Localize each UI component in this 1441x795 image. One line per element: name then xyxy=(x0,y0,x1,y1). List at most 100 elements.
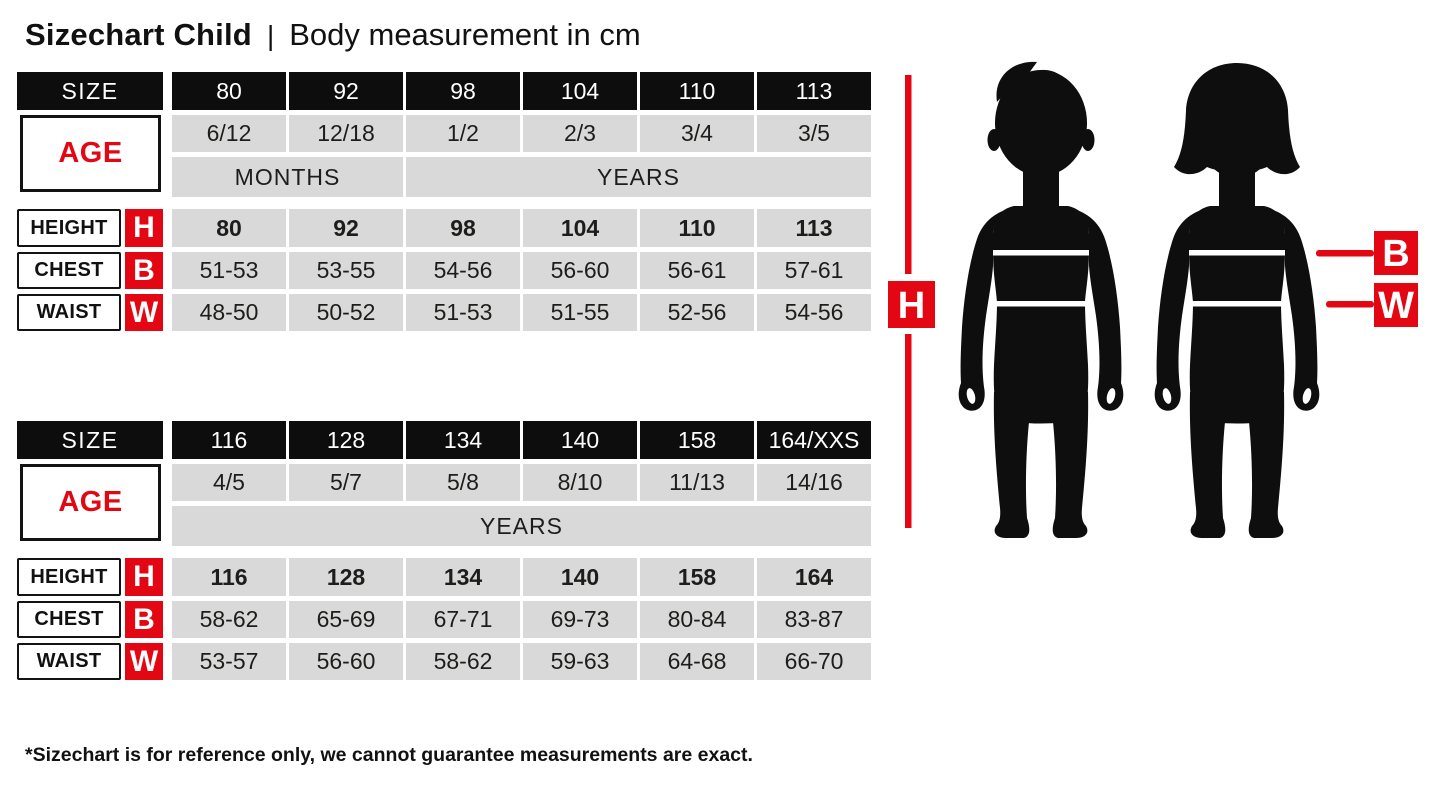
size-table-small: AGE SIZE 80 92 98 104 110 113 6/12 12/18… xyxy=(17,72,871,336)
height-cell: 80 xyxy=(172,209,286,247)
waist-row: WAIST W 48-50 50-52 51-53 51-55 52-56 54… xyxy=(17,294,871,331)
chest-cell: 65-69 xyxy=(289,601,403,638)
height-cell: 140 xyxy=(523,558,637,596)
height-letter-badge: H xyxy=(125,558,163,596)
size-row: SIZE 116 128 134 140 158 164/XXS xyxy=(17,421,871,459)
age-label-box: AGE xyxy=(20,115,161,192)
waist-cell: 52-56 xyxy=(640,294,754,331)
waist-cell: 56-60 xyxy=(289,643,403,680)
size-cell: 164/XXS xyxy=(757,421,871,459)
height-row: HEIGHT H 116 128 134 140 158 164 xyxy=(17,558,871,596)
height-row: HEIGHT H 80 92 98 104 110 113 xyxy=(17,209,871,247)
disclaimer-text: *Sizechart is for reference only, we can… xyxy=(25,744,753,766)
height-marker: H xyxy=(888,75,935,528)
waist-badge xyxy=(1374,283,1418,327)
waist-cell: 51-53 xyxy=(406,294,520,331)
height-label: HEIGHT xyxy=(17,209,121,247)
age-unit-row: YEARS xyxy=(17,506,871,546)
chest-cell: 67-71 xyxy=(406,601,520,638)
waist-cell: 51-55 xyxy=(523,294,637,331)
waist-badge-letter: W xyxy=(1378,285,1414,327)
body-measurement-figure: H B xyxy=(880,60,1441,565)
chest-marker: B xyxy=(1316,231,1418,275)
chest-badge xyxy=(1374,231,1418,275)
girl-silhouette xyxy=(1155,63,1320,538)
waist-label: WAIST xyxy=(17,294,121,331)
chest-label: CHEST xyxy=(17,252,121,289)
age-label-box: AGE xyxy=(20,464,161,541)
age-row: 6/12 12/18 1/2 2/3 3/4 3/5 xyxy=(17,115,871,152)
size-cell: 134 xyxy=(406,421,520,459)
height-cell: 110 xyxy=(640,209,754,247)
age-cell: 5/8 xyxy=(406,464,520,501)
size-cell: 128 xyxy=(289,421,403,459)
height-cell: 98 xyxy=(406,209,520,247)
years-cell: YEARS xyxy=(406,157,871,197)
size-cell: 92 xyxy=(289,72,403,110)
chest-cell: 54-56 xyxy=(406,252,520,289)
chest-letter-badge: B xyxy=(125,601,163,638)
page-title: Sizechart Child | Body measurement in cm xyxy=(25,17,641,53)
waist-cell: 59-63 xyxy=(523,643,637,680)
title-main: Sizechart Child xyxy=(25,17,252,52)
chest-cell: 58-62 xyxy=(172,601,286,638)
size-row: SIZE 80 92 98 104 110 113 xyxy=(17,72,871,110)
chest-cell: 69-73 xyxy=(523,601,637,638)
table-gap xyxy=(17,551,871,553)
chest-cell: 51-53 xyxy=(172,252,286,289)
size-cell: 98 xyxy=(406,72,520,110)
age-cell: 2/3 xyxy=(523,115,637,152)
size-cell: 110 xyxy=(640,72,754,110)
chest-cell: 83-87 xyxy=(757,601,871,638)
waist-marker: W xyxy=(1326,283,1418,327)
age-cell: 14/16 xyxy=(757,464,871,501)
title-subtitle: Body measurement in cm xyxy=(289,17,641,52)
height-badge xyxy=(888,281,935,328)
chest-badge-letter: B xyxy=(1382,233,1409,275)
height-cell: 134 xyxy=(406,558,520,596)
months-cell: MONTHS xyxy=(172,157,403,197)
age-cell: 4/5 xyxy=(172,464,286,501)
height-label: HEIGHT xyxy=(17,558,121,596)
waist-cell: 66-70 xyxy=(757,643,871,680)
age-cell: 6/12 xyxy=(172,115,286,152)
size-cell: 104 xyxy=(523,72,637,110)
height-cell: 128 xyxy=(289,558,403,596)
chest-row: CHEST B 58-62 65-69 67-71 69-73 80-84 83… xyxy=(17,601,871,638)
age-cell: 3/4 xyxy=(640,115,754,152)
height-cell: 113 xyxy=(757,209,871,247)
chest-cell: 80-84 xyxy=(640,601,754,638)
chest-letter-badge: B xyxy=(125,252,163,289)
height-cell: 158 xyxy=(640,558,754,596)
age-cell: 5/7 xyxy=(289,464,403,501)
waist-label: WAIST xyxy=(17,643,121,680)
size-cell: 116 xyxy=(172,421,286,459)
size-label: SIZE xyxy=(17,72,163,110)
age-cell: 12/18 xyxy=(289,115,403,152)
boy-silhouette xyxy=(959,61,1124,538)
table-gap xyxy=(17,202,871,204)
waist-cell: 50-52 xyxy=(289,294,403,331)
age-cell: 11/13 xyxy=(640,464,754,501)
size-cell: 158 xyxy=(640,421,754,459)
age-row: 4/5 5/7 5/8 8/10 11/13 14/16 xyxy=(17,464,871,501)
years-cell: YEARS xyxy=(172,506,871,546)
chest-cell: 56-61 xyxy=(640,252,754,289)
chest-cell: 56-60 xyxy=(523,252,637,289)
size-label: SIZE xyxy=(17,421,163,459)
chest-cell: 57-61 xyxy=(757,252,871,289)
chest-label: CHEST xyxy=(17,601,121,638)
age-unit-row: MONTHS YEARS xyxy=(17,157,871,197)
height-cell: 92 xyxy=(289,209,403,247)
waist-cell: 54-56 xyxy=(757,294,871,331)
waist-cell: 53-57 xyxy=(172,643,286,680)
size-cell: 113 xyxy=(757,72,871,110)
height-cell: 104 xyxy=(523,209,637,247)
waist-letter-badge: W xyxy=(125,294,163,331)
waist-cell: 58-62 xyxy=(406,643,520,680)
size-cell: 80 xyxy=(172,72,286,110)
chest-cell: 53-55 xyxy=(289,252,403,289)
waist-letter-badge: W xyxy=(125,643,163,680)
title-separator: | xyxy=(266,20,275,51)
